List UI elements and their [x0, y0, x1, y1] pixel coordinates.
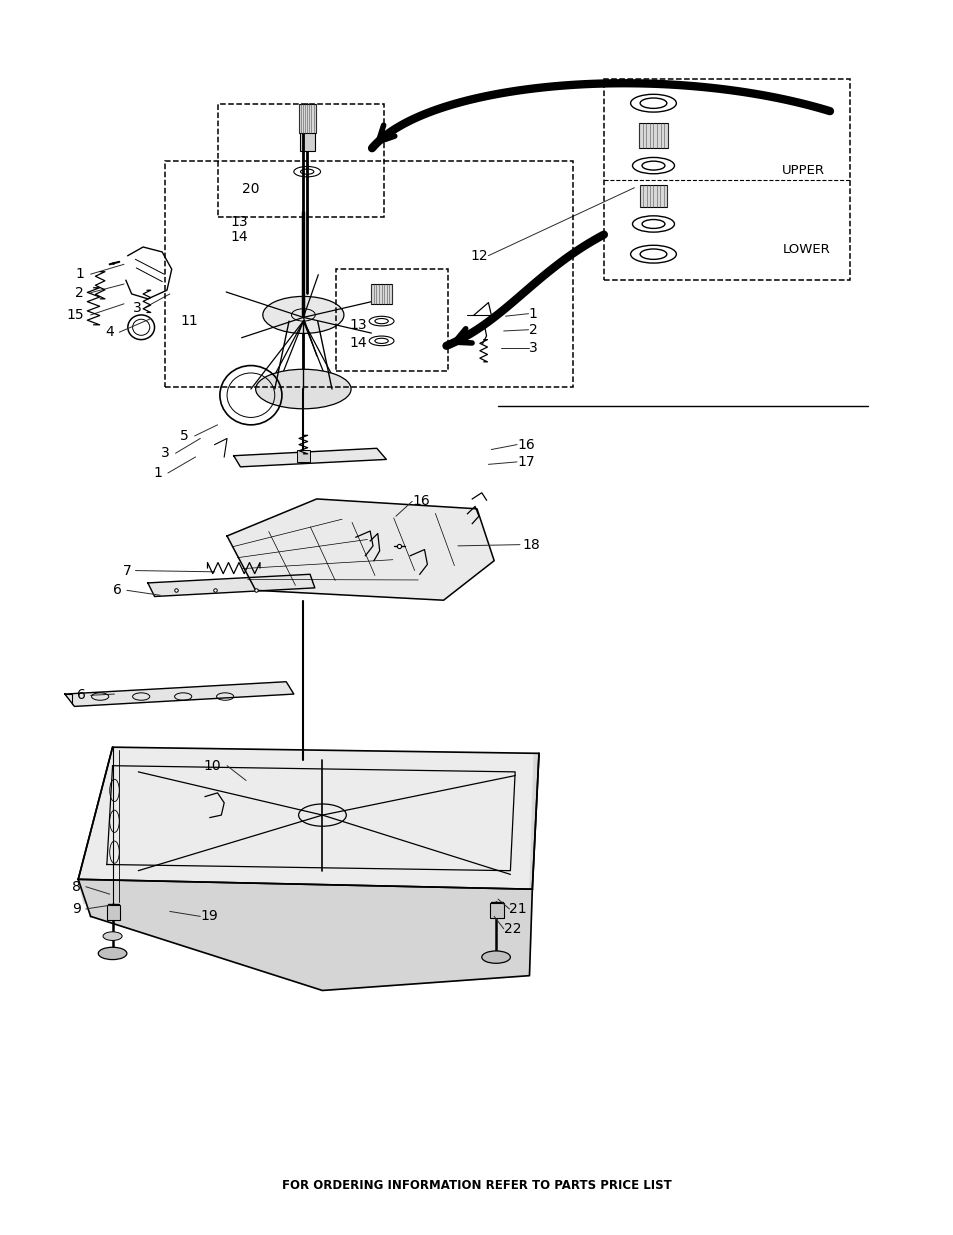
Bar	[335, 269, 448, 370]
Ellipse shape	[103, 931, 122, 941]
Bar	[217, 104, 384, 217]
Text: 21: 21	[509, 902, 526, 916]
Text: 16: 16	[517, 437, 535, 452]
Text: 6: 6	[113, 583, 122, 598]
Text: 17: 17	[517, 454, 534, 469]
Bar	[639, 124, 667, 148]
Text: 4: 4	[106, 325, 114, 340]
Text: 6: 6	[77, 688, 86, 703]
Text: 15: 15	[67, 308, 84, 322]
Text: 18: 18	[522, 537, 540, 552]
Text: LOWER: LOWER	[781, 243, 829, 256]
Polygon shape	[227, 499, 494, 600]
Ellipse shape	[481, 951, 510, 963]
Text: 1: 1	[528, 306, 537, 321]
Polygon shape	[78, 879, 532, 990]
Polygon shape	[233, 448, 386, 467]
Text: FOR ORDERING INFORMATION REFER TO PARTS PRICE LIST: FOR ORDERING INFORMATION REFER TO PARTS …	[282, 1179, 671, 1192]
Text: 14: 14	[350, 336, 367, 351]
Text: 22: 22	[503, 921, 520, 936]
Text: 10: 10	[204, 758, 221, 773]
Text: 8: 8	[72, 879, 81, 894]
Polygon shape	[148, 574, 314, 597]
Text: 1: 1	[75, 267, 84, 282]
Bar	[490, 903, 503, 918]
Bar	[107, 905, 120, 920]
Text: 12: 12	[471, 248, 488, 263]
Bar	[296, 450, 310, 462]
Bar	[165, 161, 573, 387]
Bar	[603, 79, 849, 280]
Text: 16: 16	[412, 494, 430, 509]
Text: 1: 1	[153, 466, 162, 480]
Text: 19: 19	[200, 909, 218, 924]
Text: 14: 14	[231, 230, 248, 245]
Text: 20: 20	[242, 182, 259, 196]
Bar	[298, 104, 315, 133]
Text: 3: 3	[528, 341, 537, 356]
Bar	[639, 185, 666, 207]
Polygon shape	[78, 747, 114, 904]
Text: 3: 3	[132, 300, 141, 315]
Text: 3: 3	[161, 446, 170, 461]
Ellipse shape	[255, 369, 351, 409]
Ellipse shape	[98, 947, 127, 960]
Bar	[299, 131, 314, 151]
Text: 7: 7	[123, 563, 132, 578]
Polygon shape	[65, 682, 294, 706]
Text: 5: 5	[180, 429, 189, 443]
Text: 2: 2	[528, 322, 537, 337]
Bar	[371, 284, 392, 304]
Polygon shape	[78, 747, 538, 889]
Text: 9: 9	[72, 902, 81, 916]
Text: 11: 11	[180, 314, 198, 329]
Text: UPPER: UPPER	[781, 164, 824, 177]
Text: 2: 2	[75, 285, 84, 300]
Text: 13: 13	[231, 215, 248, 230]
Polygon shape	[529, 753, 538, 904]
Ellipse shape	[262, 296, 343, 333]
Text: 13: 13	[350, 317, 367, 332]
